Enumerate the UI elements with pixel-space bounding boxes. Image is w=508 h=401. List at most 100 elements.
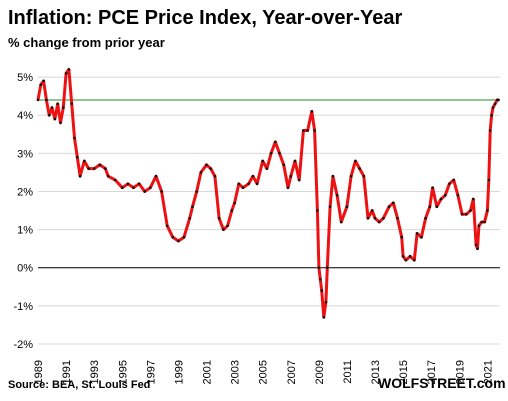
data-point (274, 140, 277, 144)
data-point (297, 178, 301, 182)
data-point (366, 216, 370, 220)
data-point (310, 110, 314, 113)
data-point (165, 224, 169, 228)
y-tick-label: 0% (17, 263, 33, 275)
y-tick-label: -2% (13, 339, 33, 351)
data-point (278, 152, 281, 155)
data-point (382, 216, 385, 220)
y-axis-tick-labels: -2% -1% 0% 1% 2% 3% 4% 5% (13, 72, 33, 351)
data-point (477, 224, 481, 228)
data-point (493, 102, 497, 106)
data-point (230, 209, 234, 212)
data-point (222, 228, 225, 231)
x-tick-label: 2019 (454, 360, 466, 384)
data-point (460, 213, 464, 216)
data-point (160, 190, 163, 193)
data-point (64, 72, 68, 75)
x-tick-label: 1999 (173, 360, 185, 384)
data-point (47, 113, 51, 117)
data-point (331, 174, 335, 178)
data-point (472, 197, 475, 201)
data-point (247, 182, 250, 186)
data-point (345, 205, 349, 208)
data-point (45, 98, 48, 102)
data-point (213, 174, 217, 178)
data-point (62, 106, 65, 109)
data-point (241, 186, 245, 189)
data-point (36, 98, 40, 102)
data-point (149, 186, 152, 189)
data-point (362, 174, 366, 178)
data-point (322, 316, 326, 319)
x-tick-label: 2009 (314, 360, 326, 384)
data-point (456, 194, 460, 197)
data-point (106, 174, 110, 178)
brand-watermark: WOLFSTREET.com (378, 375, 506, 391)
data-point (490, 113, 493, 117)
data-point (320, 289, 324, 292)
y-tick-label: -1% (13, 301, 33, 313)
data-point (302, 129, 305, 132)
data-point (465, 213, 468, 216)
data-point (349, 174, 353, 178)
data-point (328, 205, 332, 208)
data-point (143, 190, 146, 193)
data-point (396, 216, 399, 220)
data-point (452, 178, 456, 182)
data-point (217, 216, 221, 220)
data-point (137, 182, 141, 186)
x-tick-label: 2005 (258, 360, 270, 384)
data-point (195, 190, 198, 193)
data-point (42, 79, 45, 83)
data-point (233, 201, 236, 205)
data-point (487, 178, 491, 182)
data-point (373, 216, 377, 220)
y-tick-label: 1% (17, 225, 33, 237)
data-point (92, 167, 96, 170)
data-point (316, 209, 319, 212)
data-point (340, 220, 343, 224)
data-point (420, 235, 423, 239)
data-point (483, 220, 486, 224)
pce-series (36, 67, 500, 319)
x-tick-label: 1989 (33, 360, 45, 384)
data-point (428, 205, 432, 208)
data-point (480, 220, 484, 224)
data-point (113, 178, 117, 182)
data-point (104, 167, 107, 170)
data-point (132, 186, 135, 189)
data-point (474, 243, 478, 247)
data-point (424, 216, 427, 220)
data-point (370, 209, 374, 212)
y-tick-label: 5% (17, 72, 33, 84)
data-point (50, 106, 54, 109)
x-tick-label: 1993 (89, 360, 101, 384)
data-point (400, 235, 404, 239)
data-point (237, 182, 241, 186)
data-point (39, 83, 43, 86)
data-point (392, 201, 395, 205)
x-tick-label: 2003 (230, 360, 242, 384)
data-point (448, 182, 451, 186)
data-point (335, 194, 339, 197)
data-point (226, 224, 229, 228)
data-point (67, 68, 71, 71)
x-tick-label: 1995 (117, 360, 129, 384)
data-point (443, 194, 447, 197)
data-point (289, 174, 293, 178)
data-point (326, 266, 329, 270)
x-tick-label: 2015 (398, 360, 410, 384)
data-point (126, 182, 130, 186)
data-point (324, 300, 328, 304)
data-point (282, 163, 286, 167)
data-point (171, 235, 175, 239)
data-point (255, 182, 259, 186)
x-tick-label: 2013 (370, 360, 382, 384)
x-axis-tick-labels: 1989 1991 1993 1995 1997 1999 2001 2003 2005 2007… (33, 360, 494, 384)
data-point (286, 186, 290, 189)
data-point (205, 163, 208, 167)
chart-title: Inflation: PCE Price Index, Year-over-Ye… (8, 7, 402, 29)
data-point (56, 102, 59, 106)
data-point (488, 129, 492, 132)
